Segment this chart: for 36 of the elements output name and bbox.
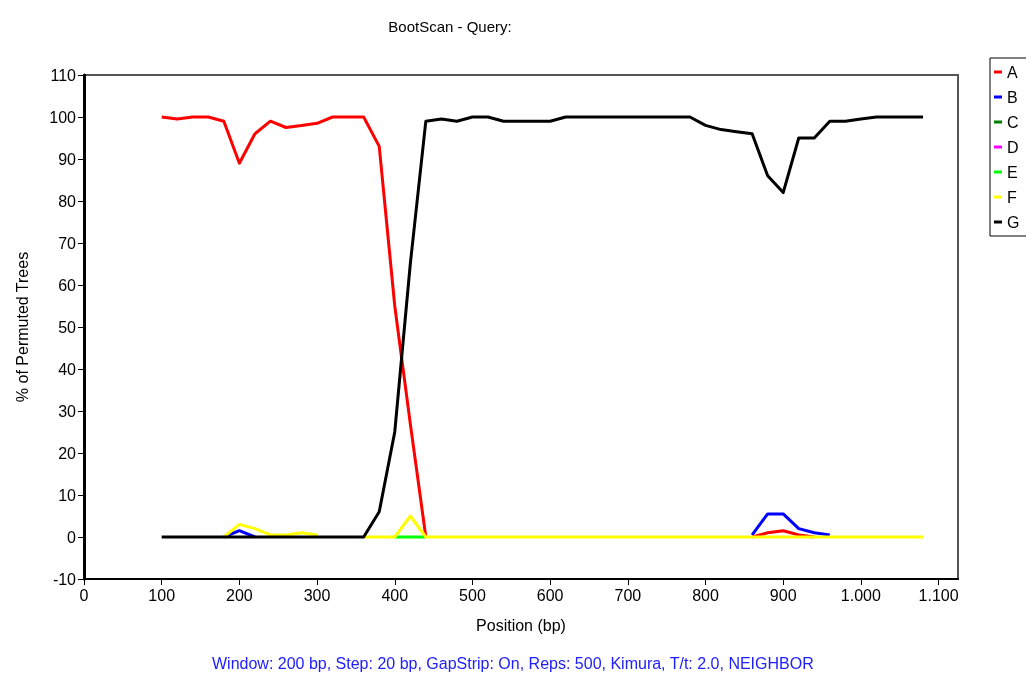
- x-tick-label: 200: [226, 586, 253, 604]
- text: Window: 200 bp, Step: 20 bp, GapStrip: On, Reps: 500, Kimura, T/t: 2.0, NEIGHBOR: [211, 654, 814, 672]
- x-tick-label: 800: [692, 586, 719, 604]
- y-axis-title: % of Permuted Trees: [13, 251, 31, 403]
- x-tick-label: 1.100: [918, 586, 959, 604]
- y-tick-label: 0: [67, 528, 77, 546]
- y-tick-label: 50: [58, 318, 77, 336]
- x-tick-label: 1.000: [840, 586, 882, 604]
- y-tick-label: 40: [58, 360, 77, 378]
- x-tick-label: 600: [536, 586, 564, 604]
- legend-label: C: [1007, 113, 1019, 131]
- legend-label: F: [1007, 188, 1017, 206]
- y-tick-label: 20: [58, 444, 77, 462]
- x-tick-label: 500: [459, 586, 486, 604]
- x-tick-label: 300: [303, 586, 331, 604]
- legend-label: D: [1007, 138, 1019, 156]
- chart-title: BootScan - Query:: [388, 18, 512, 35]
- x-tick-label: 700: [614, 586, 642, 604]
- y-tick-label: 100: [49, 108, 77, 126]
- y-tick-label: 10: [58, 486, 77, 504]
- y-tick-label: 90: [58, 150, 77, 168]
- x-tick-label: 0: [79, 586, 89, 604]
- y-tick-label: 110: [50, 66, 77, 84]
- legend-label: A: [1007, 63, 1018, 81]
- x-tick-label: 400: [381, 586, 409, 604]
- y-tick-label: 60: [58, 276, 77, 294]
- legend-label: E: [1007, 163, 1018, 181]
- x-tick-label: 100: [148, 586, 176, 604]
- y-tick-label: 30: [58, 402, 77, 420]
- legend-label: B: [1007, 88, 1018, 106]
- y-tick-label: -10: [52, 570, 77, 588]
- x-tick-label: 900: [769, 586, 797, 604]
- legend-label: G: [1007, 213, 1020, 231]
- x-axis-title: Position (bp): [476, 616, 566, 634]
- y-tick-label: 70: [58, 234, 77, 252]
- y-tick-label: 80: [58, 192, 77, 210]
